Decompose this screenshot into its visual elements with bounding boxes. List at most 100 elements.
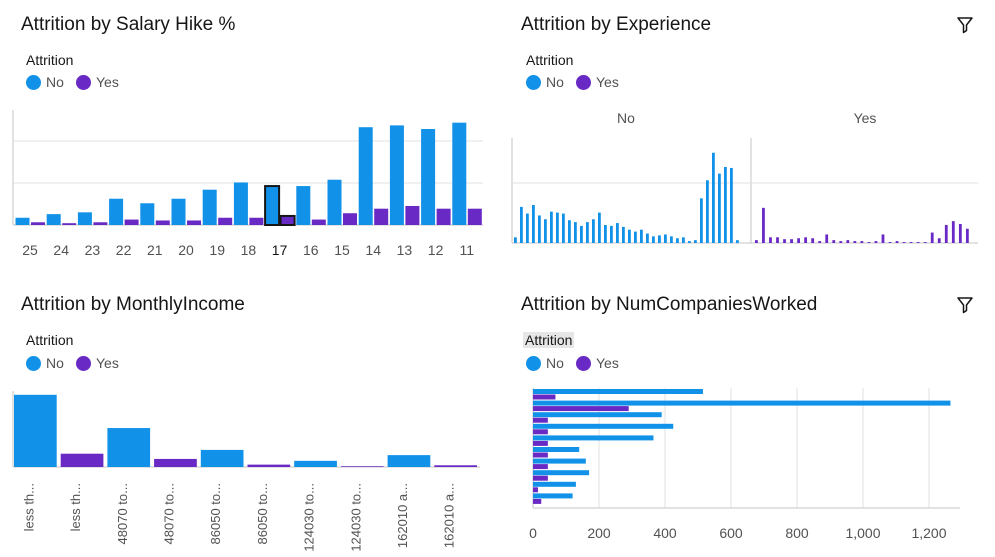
- bar-no: [736, 240, 739, 243]
- bar-no: [421, 129, 436, 225]
- x-tick-label: 0: [529, 525, 537, 541]
- bar-yes: [533, 498, 542, 504]
- num-companies-panel: Attrition by NumCompaniesWorked Attritio…: [500, 280, 995, 557]
- legend-item-yes[interactable]: Yes: [76, 74, 119, 90]
- bar-no: [718, 173, 721, 243]
- legend-label-no: No: [546, 355, 564, 371]
- x-tick-label: 15: [334, 242, 350, 258]
- bar-yes: [888, 242, 892, 243]
- bar-no: [452, 122, 467, 225]
- filter-icon[interactable]: [956, 296, 974, 314]
- salary-hike-chart: 25 24 23 22 21 20 19 18 17 16 15 14 13 12 11: [12, 110, 483, 258]
- bar-no: [389, 125, 404, 225]
- yes-swatch-icon: [576, 355, 591, 371]
- bar-no: [533, 481, 576, 487]
- x-tick-label: 22: [116, 242, 132, 258]
- bar-no: [533, 470, 590, 476]
- filter-icon[interactable]: [956, 16, 974, 34]
- experience-chart: No Yes: [511, 110, 978, 244]
- bar-yes: [279, 214, 296, 227]
- bar: [387, 455, 431, 467]
- x-tick-label: 162010 a...: [395, 483, 410, 548]
- bar-yes: [951, 221, 955, 243]
- bar-no: [562, 213, 565, 243]
- legend-title[interactable]: Attrition: [523, 332, 575, 348]
- bar-yes: [902, 242, 906, 243]
- bar-yes: [533, 417, 548, 423]
- bar-no: [706, 180, 709, 243]
- bar-no: [676, 238, 679, 243]
- bar-yes: [916, 242, 920, 243]
- legend-item-no[interactable]: No: [26, 355, 64, 371]
- legend-title: Attrition: [26, 52, 74, 68]
- legend-title: Attrition: [526, 52, 574, 68]
- bar-yes: [62, 223, 77, 225]
- x-tick-label: 86050 to...: [208, 483, 223, 544]
- bar-yes: [944, 224, 948, 243]
- yes-swatch-icon: [76, 355, 91, 371]
- bar-no: [514, 237, 517, 243]
- bar-no: [658, 235, 661, 243]
- x-tick-label: 12: [428, 242, 444, 258]
- bar-yes: [874, 241, 878, 243]
- facet-label-no: No: [617, 110, 635, 126]
- x-tick-label: 124030 to...: [348, 483, 363, 552]
- x-tick-label: 20: [178, 242, 194, 258]
- bar-no: [604, 224, 607, 243]
- bar-no: [109, 198, 124, 225]
- bar-yes: [311, 219, 326, 225]
- x-tick-label: 21: [147, 242, 163, 258]
- bar-yes: [374, 208, 389, 225]
- bar-no: [682, 237, 685, 243]
- legend-item-yes[interactable]: Yes: [576, 74, 619, 90]
- bar-no: [140, 203, 155, 225]
- x-tick-label: 400: [653, 525, 677, 541]
- bar-yes: [811, 238, 815, 243]
- bar-no: [520, 206, 523, 243]
- bar-no: [533, 493, 573, 499]
- bar-yes: [533, 394, 556, 400]
- no-swatch-icon: [526, 74, 541, 90]
- legend-item-yes[interactable]: Yes: [76, 355, 119, 371]
- bar-no: [533, 412, 662, 418]
- bar-yes: [405, 205, 420, 225]
- bar-yes: [832, 240, 836, 243]
- num-companies-chart: 0 200 400 600 800 1,000 1,200: [529, 388, 960, 541]
- x-tick-label: 11: [460, 242, 475, 258]
- bar-no: [533, 389, 703, 394]
- bar-no: [652, 236, 655, 243]
- legend-label-yes: Yes: [596, 74, 619, 90]
- yes-swatch-icon: [576, 74, 591, 90]
- bar-yes: [343, 213, 357, 225]
- legend-label-no: No: [46, 355, 64, 371]
- legend-item-yes[interactable]: Yes: [576, 355, 619, 371]
- x-tick-label: 18: [241, 242, 257, 258]
- bar-no: [622, 226, 625, 243]
- bar-no: [233, 182, 248, 225]
- bar: [434, 465, 477, 467]
- bar-no: [700, 198, 703, 243]
- bar-no: [616, 223, 619, 243]
- bar-no: [628, 229, 631, 243]
- bar: [294, 460, 337, 467]
- bar-no: [634, 231, 637, 243]
- bar-yes: [533, 475, 548, 481]
- bar-yes: [797, 238, 800, 243]
- bar-yes: [853, 241, 857, 243]
- legend-item-no[interactable]: No: [526, 74, 564, 90]
- salary-hike-panel: Attrition by Salary Hike % Attrition No …: [0, 0, 495, 280]
- x-tick-label: 86050 to...: [255, 483, 270, 544]
- bar-no: [610, 225, 613, 243]
- bar-no: [533, 435, 654, 441]
- bar-no: [592, 219, 595, 243]
- x-tick-label: 13: [397, 242, 413, 258]
- bar-no: [544, 219, 547, 243]
- bar-no: [533, 458, 586, 464]
- bar: [247, 464, 291, 467]
- num-companies-title: Attrition by NumCompaniesWorked: [521, 294, 818, 315]
- x-tick-label: 48070 to...: [161, 483, 176, 544]
- legend-item-no[interactable]: No: [26, 74, 64, 90]
- monthly-income-panel: Attrition by MonthlyIncome Attrition No …: [0, 280, 495, 557]
- bar-yes: [881, 234, 885, 243]
- legend-item-no[interactable]: No: [526, 355, 564, 371]
